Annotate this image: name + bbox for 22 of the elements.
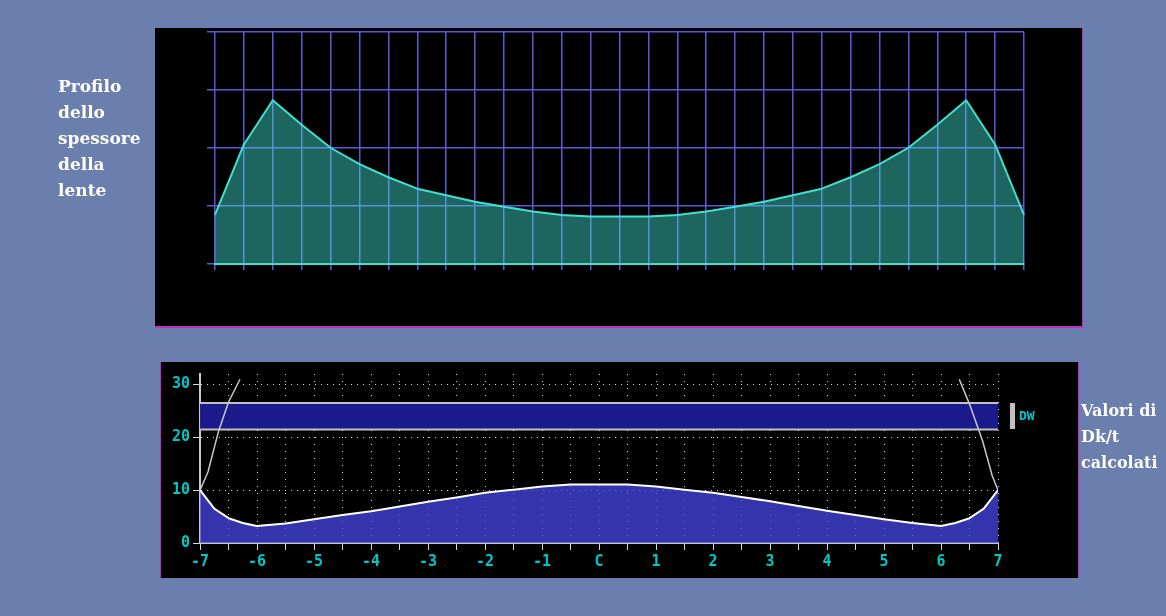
x-tick-label: 3 — [765, 551, 775, 570]
x-tick-label: -1 — [533, 551, 552, 570]
x-tick-label: -4 — [362, 551, 381, 570]
x-tick-label: -5 — [305, 551, 324, 570]
y-tick-label: 10 — [172, 480, 191, 499]
x-tick-label: 7 — [993, 551, 1003, 570]
x-tick-label: 6 — [936, 551, 946, 570]
x-tick-label: -7 — [191, 551, 210, 570]
y-tick-label: 0 — [181, 532, 191, 551]
y-tick-label: 20 — [172, 427, 191, 446]
x-tick-label: 1 — [651, 551, 661, 570]
x-tick-label: -2 — [476, 551, 495, 570]
y2-axis-title: Valori di Dk/t calcolati — [1081, 400, 1159, 474]
y-tick-label: 30 — [172, 374, 191, 393]
x-tick-label: C — [594, 551, 604, 570]
x-tick-label: 2 — [708, 551, 718, 570]
band-label: DW — [1019, 407, 1035, 423]
x-tick-label: 5 — [879, 551, 889, 570]
x-tick-label: -3 — [419, 551, 438, 570]
x-tick-label: -6 — [248, 551, 267, 570]
x-tick-label: 4 — [822, 551, 832, 570]
y-axis-title: Profilo dello spessore della lente — [58, 75, 142, 202]
